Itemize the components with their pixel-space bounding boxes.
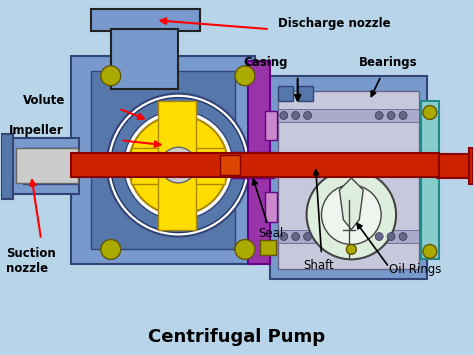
Bar — [298, 86, 312, 100]
Bar — [290, 157, 413, 174]
Text: Volute: Volute — [23, 94, 65, 107]
Bar — [232, 152, 274, 178]
Circle shape — [304, 233, 311, 240]
Circle shape — [346, 245, 356, 255]
Circle shape — [235, 240, 255, 260]
Text: Shaft: Shaft — [304, 259, 334, 272]
Circle shape — [423, 105, 437, 120]
Circle shape — [399, 233, 407, 240]
Bar — [278, 109, 419, 122]
Bar — [71, 153, 439, 177]
Circle shape — [387, 111, 395, 120]
Circle shape — [375, 111, 383, 120]
Bar — [91, 71, 235, 250]
Bar — [1, 134, 13, 199]
Text: Suction
nozzle: Suction nozzle — [6, 247, 56, 275]
Bar — [278, 86, 292, 100]
Circle shape — [280, 233, 288, 240]
Circle shape — [124, 110, 233, 220]
Circle shape — [292, 233, 300, 240]
Bar — [131, 148, 225, 184]
Text: Casing: Casing — [243, 56, 287, 70]
Circle shape — [292, 111, 300, 120]
Circle shape — [101, 66, 121, 86]
Bar — [164, 178, 185, 223]
Bar — [23, 148, 78, 184]
Bar — [260, 240, 276, 255]
Bar — [220, 155, 240, 175]
Circle shape — [423, 245, 437, 258]
Circle shape — [107, 94, 250, 236]
Circle shape — [321, 185, 381, 245]
Bar — [421, 100, 439, 260]
Circle shape — [111, 98, 246, 233]
Text: Oil Rings: Oil Rings — [389, 263, 441, 276]
Circle shape — [387, 233, 395, 240]
Bar — [437, 154, 473, 178]
Circle shape — [375, 233, 383, 240]
Bar — [111, 29, 178, 89]
Circle shape — [304, 111, 311, 120]
Bar — [270, 76, 427, 279]
Bar — [91, 9, 200, 31]
Bar — [164, 109, 185, 153]
Polygon shape — [339, 178, 363, 230]
Text: Seal: Seal — [258, 227, 283, 240]
Bar — [265, 110, 277, 140]
Text: Bearings: Bearings — [359, 56, 418, 70]
Text: Impeller: Impeller — [9, 124, 64, 137]
Circle shape — [280, 111, 288, 120]
Bar — [278, 230, 419, 244]
Circle shape — [235, 66, 255, 86]
Bar — [278, 91, 419, 269]
Bar — [16, 148, 78, 183]
Bar — [265, 192, 277, 222]
Circle shape — [101, 240, 121, 260]
Circle shape — [307, 170, 396, 260]
Circle shape — [161, 147, 196, 183]
Circle shape — [128, 115, 228, 215]
Bar — [248, 61, 270, 264]
Bar — [1, 138, 79, 194]
Bar — [71, 56, 255, 264]
Bar — [158, 100, 196, 230]
Text: Discharge nozzle: Discharge nozzle — [278, 17, 391, 30]
Text: Centrifugal Pump: Centrifugal Pump — [148, 328, 326, 346]
Circle shape — [399, 111, 407, 120]
Bar — [469, 148, 473, 184]
